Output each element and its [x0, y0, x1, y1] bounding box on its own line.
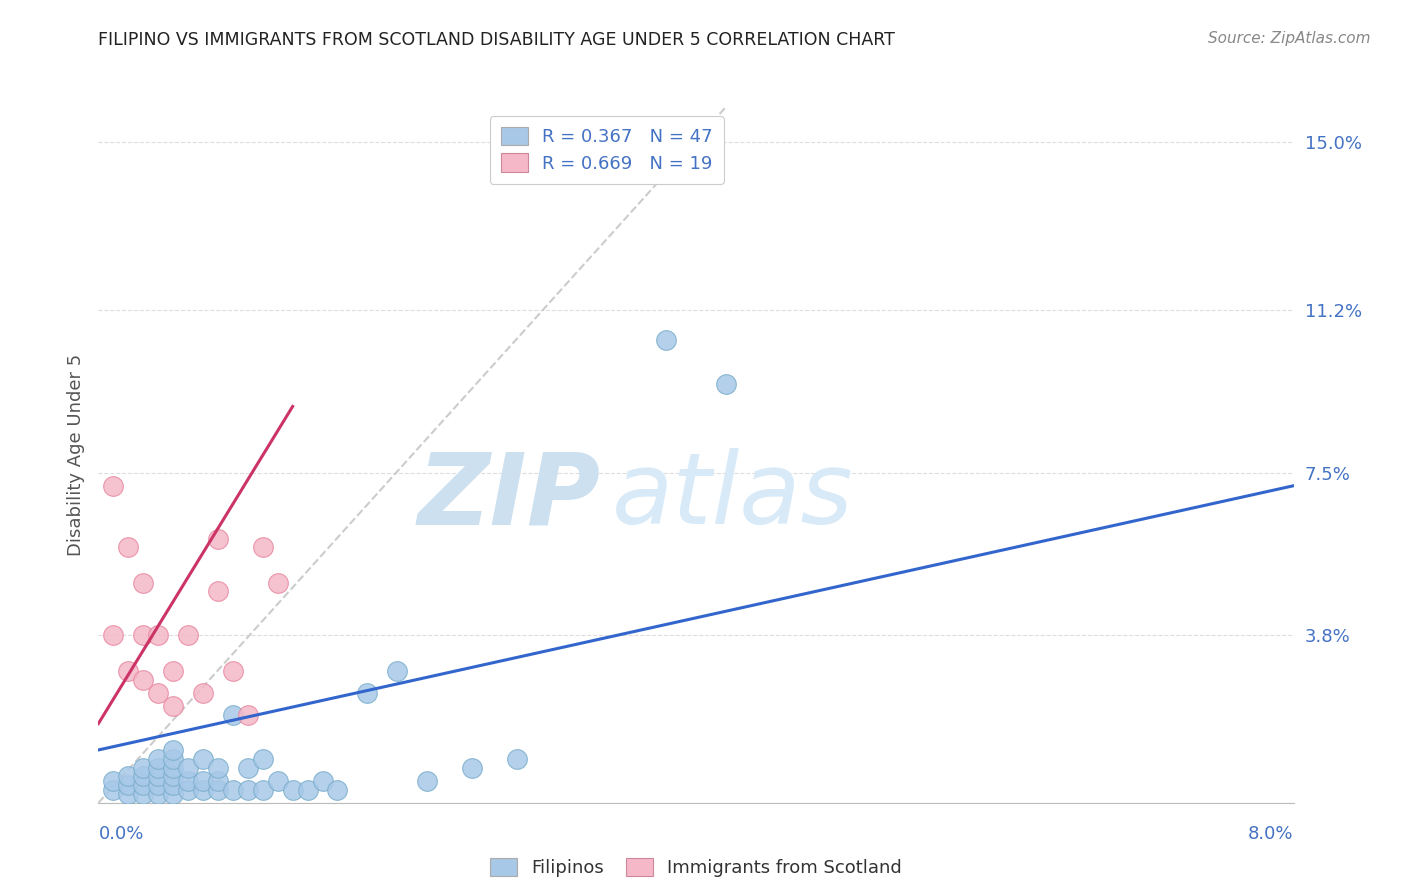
Text: Source: ZipAtlas.com: Source: ZipAtlas.com — [1208, 31, 1371, 46]
Point — [207, 532, 229, 546]
Point — [103, 628, 125, 642]
Point — [252, 752, 274, 766]
Point — [207, 761, 229, 775]
Point — [655, 334, 678, 348]
Point — [117, 787, 139, 801]
Point — [356, 686, 378, 700]
Text: FILIPINO VS IMMIGRANTS FROM SCOTLAND DISABILITY AGE UNDER 5 CORRELATION CHART: FILIPINO VS IMMIGRANTS FROM SCOTLAND DIS… — [98, 31, 896, 49]
Point — [117, 664, 139, 678]
Point — [506, 752, 529, 766]
Point — [148, 769, 170, 783]
Point — [191, 782, 214, 797]
Legend: Filipinos, Immigrants from Scotland: Filipinos, Immigrants from Scotland — [482, 850, 910, 884]
Point — [132, 575, 155, 590]
Point — [714, 377, 737, 392]
Text: ZIP: ZIP — [418, 448, 600, 545]
Text: 0.0%: 0.0% — [98, 825, 143, 843]
Point — [117, 541, 139, 555]
Point — [267, 773, 290, 788]
Point — [148, 778, 170, 792]
Point — [416, 773, 439, 788]
Point — [162, 698, 184, 713]
Point — [297, 782, 319, 797]
Point — [117, 769, 139, 783]
Y-axis label: Disability Age Under 5: Disability Age Under 5 — [66, 354, 84, 556]
Point — [162, 752, 184, 766]
Point — [252, 541, 274, 555]
Point — [162, 743, 184, 757]
Point — [132, 787, 155, 801]
Point — [326, 782, 349, 797]
Text: 8.0%: 8.0% — [1249, 825, 1294, 843]
Point — [177, 628, 200, 642]
Point — [191, 773, 214, 788]
Point — [177, 761, 200, 775]
Point — [207, 584, 229, 599]
Point — [148, 686, 170, 700]
Point — [177, 773, 200, 788]
Point — [162, 761, 184, 775]
Point — [103, 773, 125, 788]
Point — [103, 479, 125, 493]
Point — [236, 782, 259, 797]
Point — [162, 778, 184, 792]
Point — [281, 782, 304, 797]
Point — [162, 787, 184, 801]
Point — [236, 707, 259, 722]
Point — [148, 752, 170, 766]
Point — [252, 782, 274, 797]
Text: atlas: atlas — [612, 448, 853, 545]
Point — [177, 782, 200, 797]
Point — [385, 664, 409, 678]
Point — [132, 769, 155, 783]
Point — [132, 673, 155, 687]
Point — [148, 628, 170, 642]
Point — [267, 575, 290, 590]
Point — [207, 773, 229, 788]
Point — [132, 628, 155, 642]
Point — [132, 778, 155, 792]
Point — [148, 761, 170, 775]
Point — [311, 773, 333, 788]
Point — [103, 782, 125, 797]
Point — [162, 664, 184, 678]
Point — [132, 761, 155, 775]
Point — [222, 664, 245, 678]
Point — [117, 778, 139, 792]
Point — [162, 769, 184, 783]
Point — [236, 761, 259, 775]
Point — [191, 752, 214, 766]
Point — [148, 787, 170, 801]
Point — [191, 686, 214, 700]
Point — [461, 761, 484, 775]
Point — [207, 782, 229, 797]
Point — [222, 707, 245, 722]
Point — [222, 782, 245, 797]
